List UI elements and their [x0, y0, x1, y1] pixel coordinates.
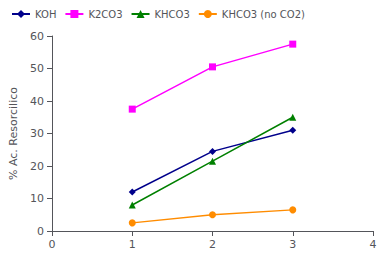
svg-text:KOH: KOH [35, 9, 56, 20]
svg-text:4: 4 [370, 238, 377, 251]
svg-text:50: 50 [30, 62, 44, 75]
svg-text:K2CO3: K2CO3 [88, 9, 122, 20]
svg-text:20: 20 [30, 160, 44, 173]
svg-text:1: 1 [129, 238, 136, 251]
svg-text:40: 40 [30, 95, 44, 108]
svg-text:0: 0 [37, 225, 44, 238]
svg-text:60: 60 [30, 30, 44, 43]
svg-text:30: 30 [30, 127, 44, 140]
svg-text:3: 3 [289, 238, 296, 251]
svg-text:KHCO3: KHCO3 [155, 9, 190, 20]
svg-text:% Ac. Resorcilico: % Ac. Resorcilico [7, 87, 20, 180]
svg-text:10: 10 [30, 192, 44, 205]
svg-text:0: 0 [49, 238, 56, 251]
svg-text:KHCO3 (no CO2): KHCO3 (no CO2) [222, 9, 305, 20]
svg-text:2: 2 [209, 238, 216, 251]
